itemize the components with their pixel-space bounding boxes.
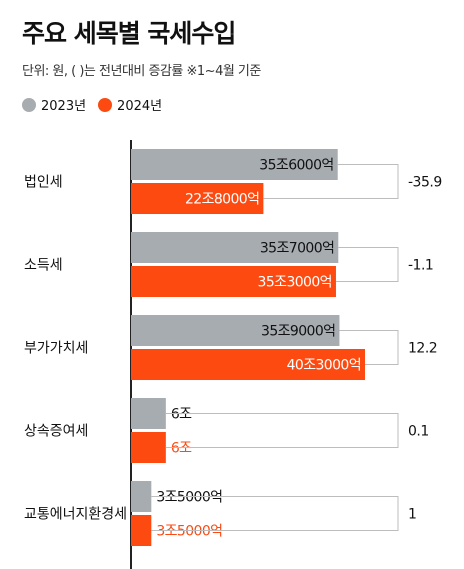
bar-2023 [131,149,338,180]
change-pct-label: 12.2 [408,341,437,357]
change-bracket [151,496,399,531]
change-bracket [335,247,399,282]
legend-item-2024: 2024년 [98,95,162,114]
data-label: 35조6000억 [259,158,333,174]
legend-swatch-2023 [22,97,36,112]
data-label: 35조3000억 [258,275,332,291]
category-label: 교통에너지환경세 [24,507,127,523]
bar-2024 [131,432,166,463]
change-pct-label: 0.1 [408,424,429,440]
legend-label-2023: 2023년 [41,99,87,114]
legend: 2023년 2024년 [22,95,174,114]
legend-label-2024: 2024년 [117,99,163,114]
bar-2023 [131,315,340,346]
data-label: 3조5000억 [156,524,222,540]
data-label: 35조9000억 [261,324,335,340]
change-bracket [263,164,399,199]
data-label: 6조 [171,441,192,457]
bar-2024 [131,515,152,546]
change-bracket [165,413,399,448]
change-pct-label: -35.9 [408,175,442,191]
bar-2024 [131,349,365,380]
data-label: 3조5000억 [156,490,222,506]
bar-2023 [131,481,152,512]
change-bracket [339,330,399,365]
chart-subtitle: 단위: 원, ( )는 전년대비 증감률 ※1~4월 기준 [22,64,261,79]
bar-2023 [131,398,166,429]
bar-2024 [131,183,264,214]
category-label: 법인세 [24,175,63,191]
data-label: 6조 [171,407,192,423]
change-pct-label: -1.1 [408,258,433,274]
category-label: 부가가치세 [24,341,88,357]
category-label: 소득세 [24,258,63,274]
data-label: 40조3000억 [287,358,361,374]
data-label: 22조8000억 [185,192,259,208]
bar-2023 [131,232,339,263]
legend-item-2023: 2023년 [22,95,86,114]
bar-2024 [131,266,336,297]
legend-swatch-2024 [98,97,113,112]
data-label: 35조7000억 [260,241,334,257]
chart-title: 주요 세목별 국세수입 [22,19,236,48]
category-label: 상속증여세 [24,424,88,440]
change-pct-label: 1 [408,507,416,523]
